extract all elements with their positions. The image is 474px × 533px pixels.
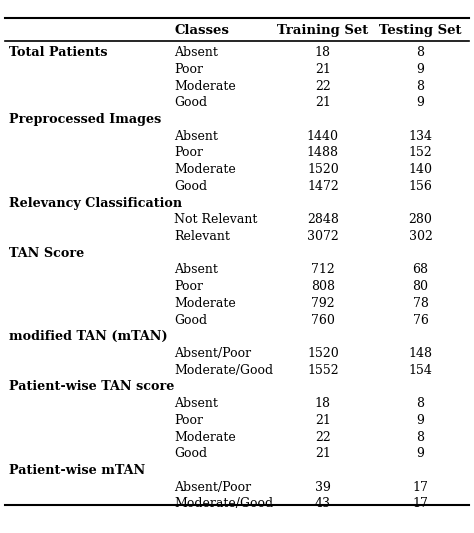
Text: 22: 22 <box>315 79 331 93</box>
Text: Absent: Absent <box>174 130 218 143</box>
Text: 76: 76 <box>412 313 428 327</box>
Text: 9: 9 <box>417 447 424 460</box>
Text: 302: 302 <box>409 230 432 243</box>
Text: Not Relevant: Not Relevant <box>174 213 258 226</box>
Text: 9: 9 <box>417 414 424 427</box>
Text: 712: 712 <box>311 263 335 277</box>
Text: 808: 808 <box>311 280 335 293</box>
Text: Moderate: Moderate <box>174 297 236 310</box>
Text: Absent/Poor: Absent/Poor <box>174 347 251 360</box>
Text: Absent: Absent <box>174 46 218 59</box>
Text: Relevancy Classification: Relevancy Classification <box>9 197 182 209</box>
Text: Patient-wise mTAN: Patient-wise mTAN <box>9 464 146 477</box>
Text: 21: 21 <box>315 63 331 76</box>
Text: 8: 8 <box>417 397 425 410</box>
Text: 8: 8 <box>417 79 425 93</box>
Text: 1520: 1520 <box>307 163 339 176</box>
Text: 154: 154 <box>409 364 432 377</box>
Text: 760: 760 <box>311 313 335 327</box>
Text: Poor: Poor <box>174 147 203 159</box>
Text: Moderate: Moderate <box>174 163 236 176</box>
Text: TAN Score: TAN Score <box>9 247 85 260</box>
Text: 2848: 2848 <box>307 213 339 226</box>
Text: 140: 140 <box>409 163 432 176</box>
Text: 22: 22 <box>315 431 331 443</box>
Text: Poor: Poor <box>174 280 203 293</box>
Text: 17: 17 <box>412 497 428 511</box>
Text: Moderate: Moderate <box>174 431 236 443</box>
Text: 9: 9 <box>417 63 424 76</box>
Text: 1520: 1520 <box>307 347 339 360</box>
Text: Moderate: Moderate <box>174 79 236 93</box>
Text: Poor: Poor <box>174 414 203 427</box>
Text: 21: 21 <box>315 447 331 460</box>
Text: Moderate/Good: Moderate/Good <box>174 497 273 511</box>
Text: 17: 17 <box>412 481 428 494</box>
Text: Good: Good <box>174 313 208 327</box>
Text: 134: 134 <box>409 130 432 143</box>
Text: 148: 148 <box>409 347 432 360</box>
Text: Patient-wise TAN score: Patient-wise TAN score <box>9 381 175 393</box>
Text: 43: 43 <box>315 497 331 511</box>
Text: 1440: 1440 <box>307 130 339 143</box>
Text: Absent: Absent <box>174 263 218 277</box>
Text: 39: 39 <box>315 481 331 494</box>
Text: Preprocessed Images: Preprocessed Images <box>9 113 162 126</box>
Text: Total Patients: Total Patients <box>9 46 108 59</box>
Text: 21: 21 <box>315 414 331 427</box>
Text: 1488: 1488 <box>307 147 339 159</box>
Text: Good: Good <box>174 96 208 109</box>
Text: Good: Good <box>174 180 208 193</box>
Text: Testing Set: Testing Set <box>379 23 462 37</box>
Text: 21: 21 <box>315 96 331 109</box>
Text: 1472: 1472 <box>307 180 339 193</box>
Text: 3072: 3072 <box>307 230 339 243</box>
Text: 9: 9 <box>417 96 424 109</box>
Text: 18: 18 <box>315 397 331 410</box>
Text: 1552: 1552 <box>307 364 339 377</box>
Text: Training Set: Training Set <box>277 23 369 37</box>
Text: 80: 80 <box>412 280 428 293</box>
Text: Poor: Poor <box>174 63 203 76</box>
Text: Good: Good <box>174 447 208 460</box>
Text: 8: 8 <box>417 431 425 443</box>
Text: 152: 152 <box>409 147 432 159</box>
Text: 156: 156 <box>409 180 432 193</box>
Text: 8: 8 <box>417 46 425 59</box>
Text: modified TAN (mTAN): modified TAN (mTAN) <box>9 330 168 343</box>
Text: 18: 18 <box>315 46 331 59</box>
Text: Absent: Absent <box>174 397 218 410</box>
Text: 280: 280 <box>409 213 432 226</box>
Text: 792: 792 <box>311 297 335 310</box>
Text: 78: 78 <box>412 297 428 310</box>
Text: Relevant: Relevant <box>174 230 230 243</box>
Text: 68: 68 <box>412 263 428 277</box>
Text: Classes: Classes <box>174 23 229 37</box>
Text: Absent/Poor: Absent/Poor <box>174 481 251 494</box>
Text: Moderate/Good: Moderate/Good <box>174 364 273 377</box>
